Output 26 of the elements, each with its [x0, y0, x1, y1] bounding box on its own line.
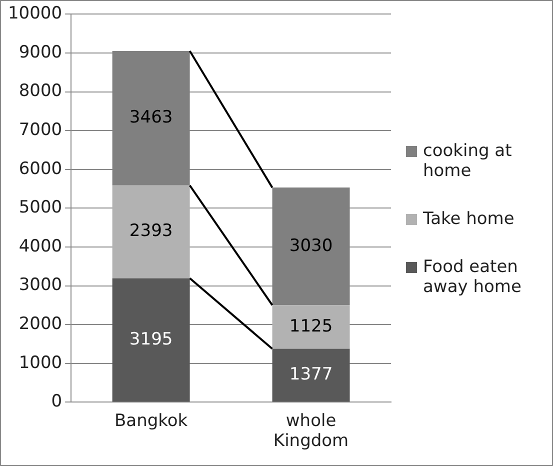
y-tick-label: 6000 [18, 158, 62, 179]
data-label: 3195 [129, 329, 173, 350]
bar [112, 278, 190, 402]
y-tick-label: 2000 [18, 314, 62, 334]
y-tick-label: 9000 [18, 42, 62, 62]
y-tick-label: 3000 [18, 275, 62, 296]
legend-label: Take home [423, 209, 514, 229]
y-tick-label: 5000 [18, 198, 62, 218]
data-label: 1125 [289, 316, 333, 336]
data-label: 2393 [129, 221, 173, 242]
y-tick-label: 0 [51, 392, 62, 412]
x-tick-label: whole Kingdom [273, 410, 349, 452]
y-tick-label: 8000 [18, 81, 62, 102]
bar [272, 348, 350, 402]
data-label: 1377 [289, 364, 333, 385]
y-tick-label: 1000 [18, 352, 62, 373]
bar [112, 185, 190, 278]
y-tick-label: 4000 [18, 236, 62, 256]
data-label: 3030 [289, 236, 333, 256]
bar [272, 305, 350, 349]
legend-label: cooking at home [423, 141, 513, 181]
y-tick-label: 7000 [18, 120, 62, 140]
data-label: 3463 [129, 108, 173, 128]
x-tick-label: Bangkok [114, 410, 188, 431]
legend-label: Food eaten away home [423, 257, 522, 297]
y-tick-label: 10000 [8, 4, 62, 24]
